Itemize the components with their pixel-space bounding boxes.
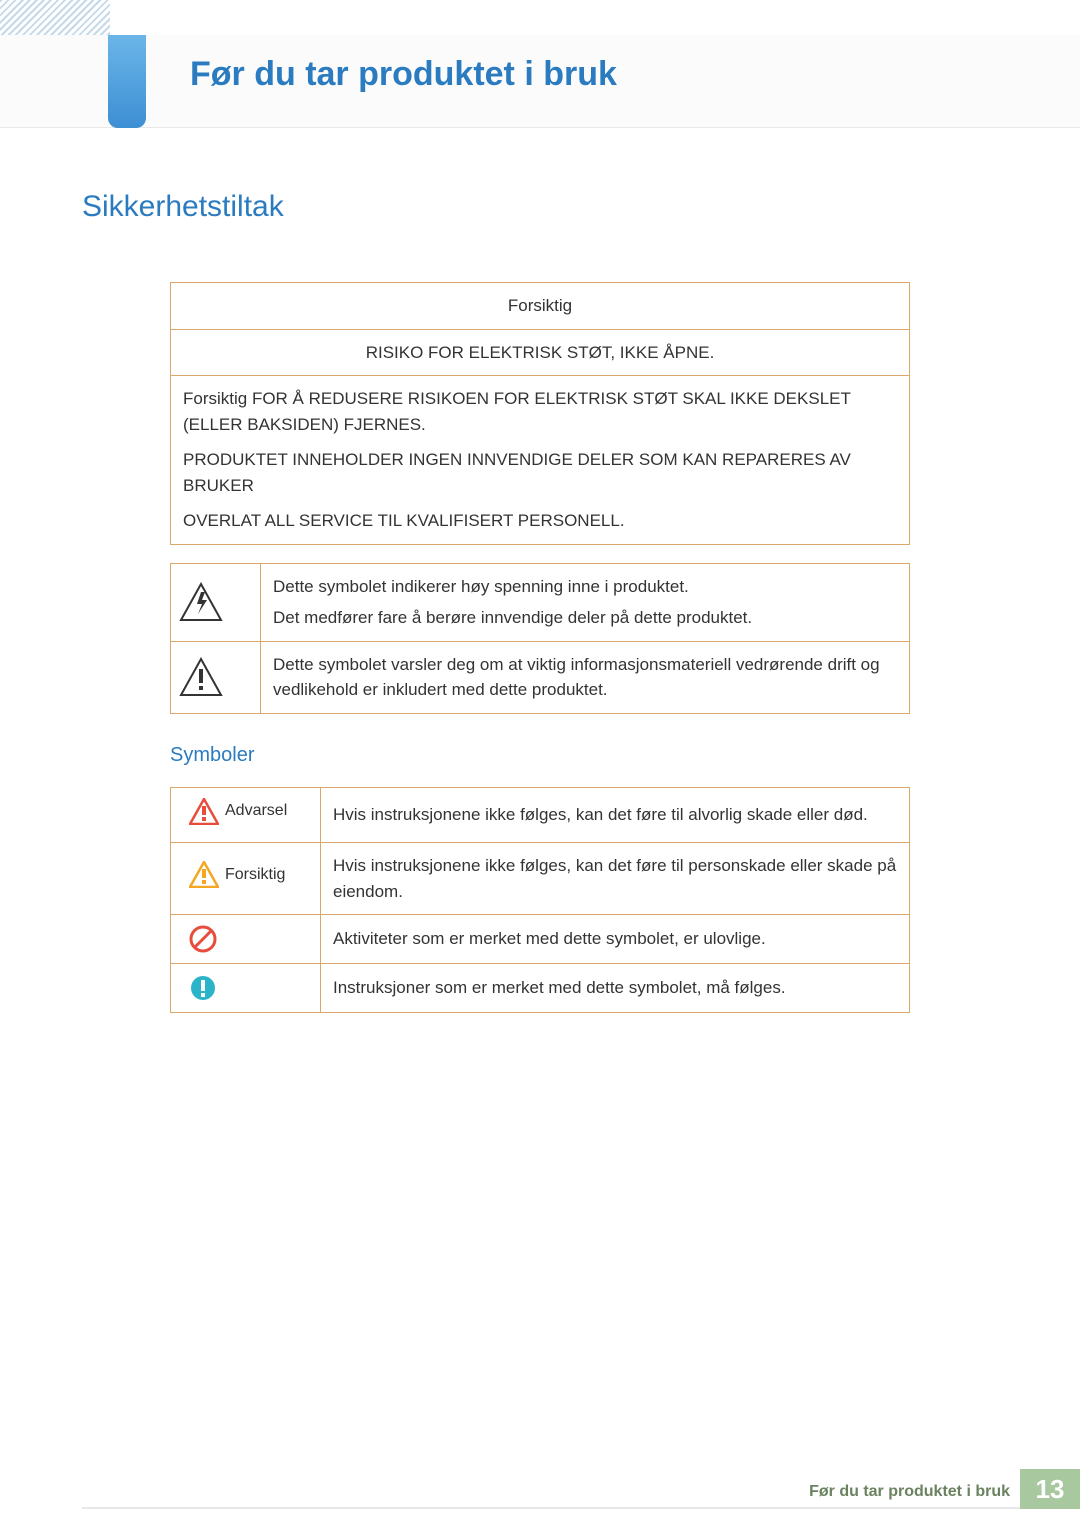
prohibited-icon bbox=[189, 925, 217, 953]
caution-text-4: PRODUKTET INNEHOLDER INGEN INNVENDIGE DE… bbox=[183, 447, 897, 498]
chapter-title: Før du tar produktet i bruk bbox=[190, 55, 617, 94]
legend-table: Advarsel Hvis instruksjonene ikke følges… bbox=[170, 787, 910, 1014]
caution-row-2: RISIKO FOR ELEKTRISK STØT, IKKE ÅPNE. bbox=[171, 329, 910, 376]
hatch-decoration bbox=[0, 0, 110, 35]
section-title: Sikkerhetstiltak bbox=[82, 190, 998, 224]
caution-text-5: OVERLAT ALL SERVICE TIL KVALIFISERT PERS… bbox=[183, 508, 897, 534]
prohibited-desc: Aktiviteter som er merket med dette symb… bbox=[321, 915, 910, 964]
caution-text-3: Forsiktig FOR Å REDUSERE RISIKOEN FOR EL… bbox=[183, 386, 897, 437]
voltage-icon-cell bbox=[171, 563, 261, 641]
caution-row-3: Forsiktig FOR Å REDUSERE RISIKOEN FOR EL… bbox=[171, 376, 910, 545]
footer-chapter-text: Før du tar produktet i bruk bbox=[809, 1483, 1010, 1501]
caution-label: Forsiktig bbox=[225, 863, 285, 887]
mandatory-icon bbox=[189, 974, 217, 1002]
caution-icon bbox=[189, 861, 219, 888]
info-triangle-icon bbox=[179, 657, 223, 697]
caution-label-cell: Forsiktig bbox=[171, 843, 321, 915]
chapter-tab bbox=[108, 35, 146, 128]
info-icon-cell bbox=[171, 641, 261, 713]
footer: Før du tar produktet i bruk 13 bbox=[0, 1479, 1080, 1527]
warning-label-cell: Advarsel bbox=[171, 787, 321, 843]
voltage-desc-line1: Dette symbolet indikerer høy spenning in… bbox=[273, 574, 897, 600]
symbol-description-table: Dette symbolet indikerer høy spenning in… bbox=[170, 563, 910, 714]
info-desc-cell: Dette symbolet varsler deg om at viktig … bbox=[261, 641, 910, 713]
page-number: 13 bbox=[1020, 1469, 1080, 1509]
warning-desc: Hvis instruksjonene ikke følges, kan det… bbox=[321, 787, 910, 843]
mandatory-desc: Instruksjoner som er merket med dette sy… bbox=[321, 964, 910, 1013]
voltage-desc-cell: Dette symbolet indikerer høy spenning in… bbox=[261, 563, 910, 641]
prohibited-icon-cell bbox=[171, 915, 321, 964]
warning-icon bbox=[189, 798, 219, 825]
caution-table: Forsiktig RISIKO FOR ELEKTRISK STØT, IKK… bbox=[170, 282, 910, 545]
caution-row-1: Forsiktig bbox=[171, 283, 910, 330]
caution-desc: Hvis instruksjonene ikke følges, kan det… bbox=[321, 843, 910, 915]
voltage-desc-line2: Det medfører fare å berøre innvendige de… bbox=[273, 605, 897, 631]
content-area: Sikkerhetstiltak Forsiktig RISIKO FOR EL… bbox=[82, 190, 998, 1031]
footer-divider bbox=[82, 1507, 1080, 1509]
warning-label: Advarsel bbox=[225, 799, 287, 823]
subsection-title: Symboler bbox=[170, 744, 998, 767]
mandatory-icon-cell bbox=[171, 964, 321, 1013]
high-voltage-icon bbox=[179, 582, 223, 622]
